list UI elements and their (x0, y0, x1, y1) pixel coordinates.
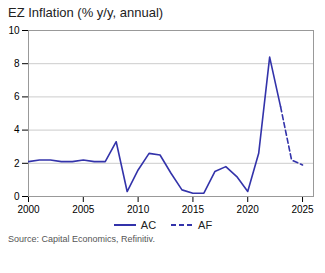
svg-text:2010: 2010 (127, 204, 150, 215)
svg-text:2: 2 (14, 158, 20, 169)
svg-text:2005: 2005 (72, 204, 95, 215)
html-text:AF: AF (198, 219, 213, 231)
svg-text:4: 4 (14, 124, 20, 135)
svg-text:2000: 2000 (17, 204, 40, 215)
html-text:EZ Inflation (% y/y, annual): EZ Inflation (% y/y, annual) (8, 5, 164, 20)
svg-text:10: 10 (8, 25, 20, 36)
svg-text:2020: 2020 (237, 204, 260, 215)
svg-text:0: 0 (14, 191, 20, 202)
svg-text:6: 6 (14, 91, 20, 102)
html-text:Source: Capital Economics, Ref: Source: Capital Economics, Refinitiv. (8, 234, 155, 244)
html-text:AC: AC (140, 219, 157, 231)
svg-text:2025: 2025 (291, 204, 314, 215)
svg-text:8: 8 (14, 58, 20, 69)
svg-text:2015: 2015 (182, 204, 205, 215)
